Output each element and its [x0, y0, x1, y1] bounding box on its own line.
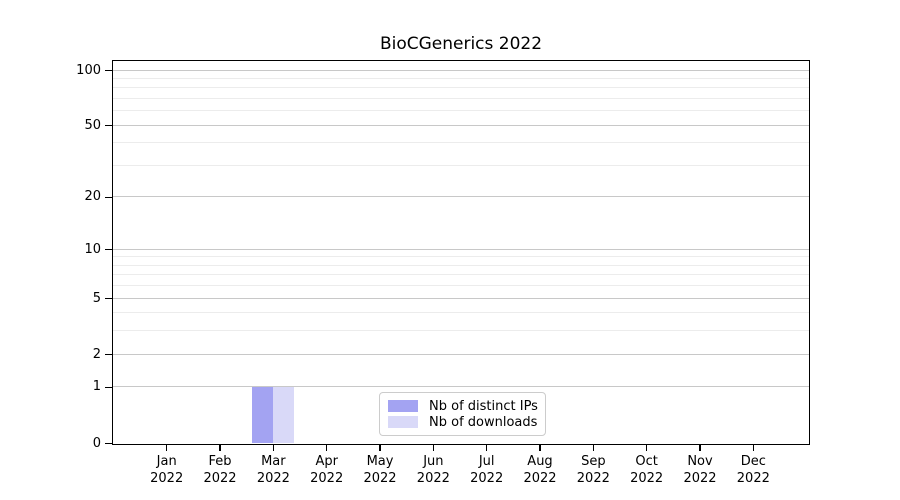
gridline-minor — [113, 87, 809, 89]
gridline-major — [113, 248, 809, 250]
gridline-minor — [113, 165, 809, 166]
y-tick-label: 100 — [76, 62, 101, 78]
x-tick-mark — [379, 445, 381, 451]
gridline-major — [113, 297, 809, 299]
y-tick-mark — [105, 196, 112, 199]
x-tick-label: Nov 2022 — [670, 453, 730, 487]
x-tick-label: Jan 2022 — [137, 453, 197, 487]
chart-title: BioCGenerics 2022 — [379, 34, 543, 54]
gridline-major — [113, 386, 809, 388]
x-tick-label: Apr 2022 — [297, 453, 357, 487]
y-tick-mark — [105, 249, 112, 251]
x-tick-label: Aug 2022 — [510, 453, 570, 487]
x-tick-label: Dec 2022 — [723, 453, 783, 487]
plot-area — [112, 60, 810, 445]
bar-distinct-ips — [251, 386, 273, 443]
gridline-minor — [113, 274, 809, 276]
x-tick-mark — [432, 445, 435, 451]
y-tick-label: 20 — [84, 189, 101, 205]
x-tick-mark — [539, 445, 541, 451]
gridline-major — [113, 353, 809, 355]
gridline-minor — [113, 98, 809, 100]
x-tick-mark — [325, 445, 328, 451]
legend-swatch-distinct-ips — [388, 400, 418, 412]
x-tick-mark — [699, 445, 701, 451]
legend-swatch-downloads — [388, 416, 418, 428]
x-tick-mark — [752, 445, 755, 451]
gridline-major — [113, 124, 809, 126]
x-tick-month: Apr — [315, 454, 338, 469]
x-tick-year: 2022 — [736, 471, 770, 486]
y-tick-mark — [105, 125, 112, 127]
x-tick-month: Sep — [581, 454, 606, 469]
x-tick-month: Feb — [208, 454, 232, 469]
x-tick-month: Jun — [423, 454, 444, 469]
x-tick-mark — [166, 445, 168, 451]
x-tick-label: Sep 2022 — [563, 453, 623, 487]
gridline-minor — [113, 330, 809, 332]
gridline-minor — [113, 256, 809, 258]
x-tick-month: Dec — [740, 454, 766, 469]
y-tick-label: 1 — [92, 379, 101, 395]
x-tick-year: 2022 — [576, 471, 610, 486]
x-tick-label: Feb 2022 — [190, 453, 250, 487]
x-tick-year: 2022 — [150, 471, 184, 486]
x-tick-year: 2022 — [683, 471, 717, 486]
y-tick-mark — [105, 69, 112, 72]
x-tick-mark — [592, 445, 595, 451]
x-tick-month: May — [366, 454, 394, 469]
bar-downloads — [272, 386, 295, 443]
x-tick-year: 2022 — [363, 471, 397, 486]
x-tick-mark — [272, 445, 275, 451]
gridline-minor — [113, 77, 809, 79]
y-tick-label: 0 — [92, 435, 101, 451]
gridline-minor — [113, 264, 809, 266]
x-tick-month: Nov — [687, 454, 713, 469]
gridline-major — [113, 69, 809, 71]
x-tick-mark — [485, 445, 488, 451]
gridline-major — [113, 196, 809, 198]
x-tick-label: Jul 2022 — [457, 453, 517, 487]
x-tick-year: 2022 — [416, 471, 450, 486]
x-tick-month: Jan — [156, 454, 177, 469]
y-tick-mark — [105, 386, 112, 389]
x-tick-month: Mar — [261, 454, 286, 469]
x-tick-label: Jun 2022 — [403, 453, 463, 487]
x-tick-month: Aug — [527, 454, 553, 469]
y-tick-label: 2 — [92, 346, 101, 362]
legend: Nb of distinct IPs Nb of downloads — [379, 392, 546, 436]
x-tick-year: 2022 — [256, 471, 290, 486]
x-tick-year: 2022 — [470, 471, 504, 486]
x-tick-month: Oct — [635, 454, 658, 469]
x-tick-year: 2022 — [630, 471, 664, 486]
legend-item-downloads: Nb of downloads — [388, 414, 537, 430]
gridline-minor — [113, 142, 809, 144]
y-tick-label: 50 — [84, 117, 101, 133]
y-tick-label: 5 — [92, 290, 101, 306]
legend-label-downloads: Nb of downloads — [429, 414, 538, 430]
x-tick-mark — [219, 445, 221, 451]
x-tick-mark — [645, 445, 648, 451]
x-tick-label: Mar 2022 — [243, 453, 303, 487]
legend-label-distinct-ips: Nb of distinct IPs — [429, 398, 538, 414]
y-tick-mark — [105, 442, 112, 445]
y-tick-label: 10 — [84, 241, 101, 257]
legend-item-distinct-ips: Nb of distinct IPs — [388, 398, 538, 414]
x-tick-label: May 2022 — [350, 453, 410, 487]
gridline-minor — [113, 110, 809, 112]
x-tick-year: 2022 — [203, 471, 237, 486]
gridline-minor — [113, 285, 809, 287]
x-tick-month: Jul — [478, 454, 495, 469]
y-tick-mark — [105, 298, 112, 300]
x-tick-year: 2022 — [310, 471, 344, 486]
y-tick-mark — [105, 354, 112, 356]
x-tick-year: 2022 — [523, 471, 557, 486]
x-tick-label: Oct 2022 — [617, 453, 677, 487]
gridline-minor — [113, 312, 809, 314]
